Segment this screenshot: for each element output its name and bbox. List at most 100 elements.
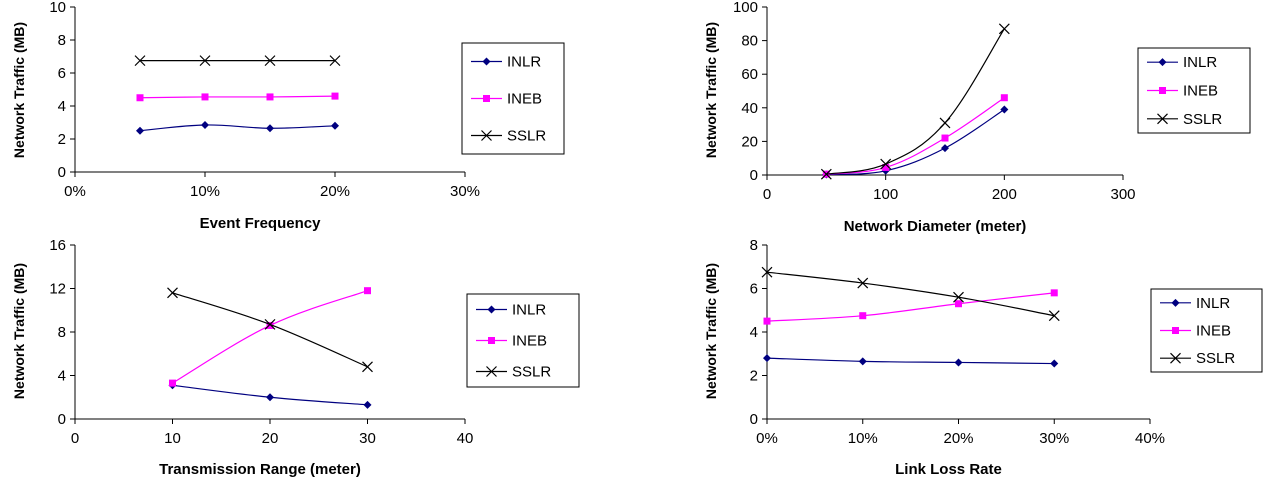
legend-label-ineb: INEB — [507, 91, 542, 108]
data-point-inlr — [763, 354, 771, 363]
legend-marker-sslr — [481, 130, 492, 141]
y-tick-label: 10 — [49, 0, 66, 16]
legend: INLR INEB SSLR — [1150, 288, 1263, 373]
legend-label-ineb: INEB — [1196, 323, 1231, 340]
data-point-sslr — [134, 55, 146, 67]
legend-marker-ineb — [483, 95, 490, 102]
x-tick-label: 0 — [763, 186, 771, 203]
y-axis-title: Network Traffic (MB) — [703, 263, 719, 399]
chart-panel-1: 0 2 4 6 8 10 0% 10% 20% 30% Event Frequency Network… — [11, 0, 565, 232]
y-axis-title: Network Traffic (MB) — [703, 22, 719, 158]
y-tick-label: 0 — [58, 164, 66, 181]
y-tick-label: 4 — [750, 324, 758, 341]
data-point-sslr — [264, 318, 276, 330]
y-tick-label: 12 — [49, 281, 66, 298]
legend-marker-ineb — [488, 337, 495, 344]
x-axis-title: Link Loss Rate — [895, 461, 1002, 478]
series-ineb — [136, 92, 339, 102]
chart-panel-2: 0 20 40 60 80 100 0 100 200 300 Network Diameter (… — [703, 0, 1251, 235]
series-line-inlr — [139, 124, 336, 132]
legend-marker-inlr — [487, 305, 496, 314]
series-sslr — [820, 23, 1010, 180]
data-point-inlr — [331, 121, 339, 130]
data-point-inlr — [858, 357, 867, 366]
data-point-sslr — [1048, 310, 1060, 322]
y-tick-label: 80 — [741, 33, 758, 50]
y-axis-title: Network Traffic (MB) — [11, 22, 27, 158]
series-ineb — [822, 94, 1008, 178]
y-tick-label: 8 — [58, 32, 66, 49]
legend-label-inlr: INLR — [1183, 54, 1217, 71]
x-tick-label: 40% — [1135, 430, 1165, 447]
legend-label-sslr: SSLR — [507, 128, 546, 145]
data-point-inlr — [363, 400, 372, 409]
y-tick-label: 100 — [733, 0, 758, 16]
series-inlr — [763, 354, 1059, 368]
data-point-ineb — [169, 379, 176, 387]
data-point-sslr — [264, 55, 276, 67]
legend-label-sslr: SSLR — [512, 364, 551, 381]
y-tick-label: 6 — [750, 281, 758, 298]
y-tick-label: 0 — [58, 411, 66, 428]
data-point-ineb — [1000, 94, 1008, 102]
x-tick-label: 100 — [873, 186, 898, 203]
data-point-sslr — [939, 117, 951, 129]
x-tick-label: 0% — [756, 430, 778, 447]
data-point-inlr — [201, 120, 209, 129]
data-point-sslr — [199, 55, 211, 67]
data-point-sslr — [167, 287, 178, 299]
data-point-ineb — [859, 312, 867, 320]
x-tick-label: 200 — [992, 186, 1017, 203]
data-point-inlr — [941, 144, 949, 153]
data-point-sslr — [857, 277, 869, 289]
x-tick-label: 30% — [450, 183, 480, 200]
data-point-ineb — [201, 93, 209, 101]
x-tick-label: 10% — [848, 430, 878, 447]
x-tick-label: 20% — [943, 430, 973, 447]
data-point-ineb — [136, 94, 144, 102]
data-point-sslr — [820, 168, 832, 180]
legend-label-inlr: INLR — [507, 54, 541, 71]
legend-marker-inlr — [1171, 298, 1180, 307]
data-point-inlr — [136, 126, 144, 135]
data-point-inlr — [266, 124, 274, 133]
x-tick-label: 20 — [262, 430, 279, 447]
legend-label-ineb: INEB — [512, 333, 547, 350]
series-line-ineb — [766, 292, 1055, 322]
x-tick-label: 0% — [64, 183, 86, 200]
x-tick-label: 300 — [1110, 186, 1135, 203]
series-line-ineb — [139, 95, 336, 99]
y-tick-label: 6 — [58, 65, 66, 82]
data-point-ineb — [882, 163, 890, 171]
series-sslr — [134, 55, 341, 67]
data-point-ineb — [941, 134, 949, 142]
series-sslr — [167, 287, 373, 373]
x-tick-label: 40 — [457, 430, 474, 447]
x-tick-label: 30% — [1039, 430, 1069, 447]
series-line-inlr — [826, 108, 1005, 176]
data-point-inlr — [1050, 359, 1059, 368]
x-tick-label: 10 — [164, 430, 181, 447]
series-line-ineb — [172, 290, 368, 384]
y-tick-label: 16 — [49, 237, 66, 254]
data-point-inlr — [266, 393, 274, 402]
y-tick-label: 20 — [741, 133, 758, 150]
y-tick-label: 4 — [58, 368, 66, 385]
series-ineb — [169, 287, 371, 387]
y-axis-title: Network Traffic (MB) — [11, 263, 27, 399]
legend: INLR INEB SSLR — [461, 42, 565, 155]
series-inlr — [168, 381, 372, 409]
x-tick-label: 20% — [320, 183, 350, 200]
legend-label-ineb: INEB — [1183, 83, 1218, 100]
x-axis-title: Transmission Range (meter) — [159, 461, 361, 478]
chart-panel-3: 0 4 8 12 16 0 10 20 30 40 Transmission Range (mete… — [11, 237, 580, 478]
series-inlr — [822, 105, 1009, 179]
data-point-sslr — [953, 291, 964, 303]
data-point-ineb — [266, 321, 274, 329]
series-line-sslr — [766, 271, 1055, 317]
x-tick-label: 0 — [71, 430, 79, 447]
y-tick-label: 0 — [750, 167, 758, 184]
legend-label-sslr: SSLR — [1183, 111, 1222, 128]
x-axis-title: Network Diameter (meter) — [844, 218, 1027, 235]
